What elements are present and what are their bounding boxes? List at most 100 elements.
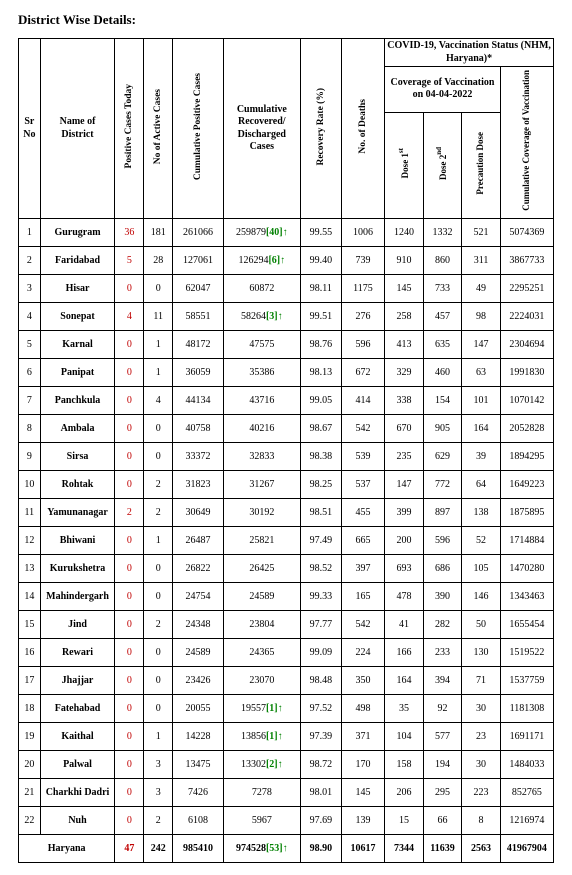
cell-today: 0 [115,359,144,387]
cell-cv: 1216974 [500,807,553,835]
cell-rate: 98.76 [300,331,341,359]
cell-rate: 98.52 [300,555,341,583]
cell-rec: 58264[3]↑ [223,303,300,331]
cell-today: 0 [115,275,144,303]
cell-d3: 39 [462,443,501,471]
cell-name: Sonepat [40,303,115,331]
cell-deaths: 276 [341,303,384,331]
cell-active: 0 [144,275,173,303]
cell-rec: 13856[1]↑ [223,723,300,751]
cell-name: Fatehabad [40,695,115,723]
cell-name: Mahindergarh [40,583,115,611]
cell-deaths: 414 [341,387,384,415]
cell-name: Rohtak [40,471,115,499]
cell-today: 0 [115,667,144,695]
cell-deaths: 539 [341,443,384,471]
cell-d1: 158 [385,751,424,779]
table-row: 16Rewari00245892436599.09224166233130151… [19,639,554,667]
cell-sr: 6 [19,359,41,387]
cell-d2: 772 [423,471,462,499]
cell-d1: 329 [385,359,424,387]
cell-rate: 98.25 [300,471,341,499]
cell-d1: 15 [385,807,424,835]
cell-d2: 390 [423,583,462,611]
header-deaths: No. of Deaths [341,39,384,219]
cell-d3: 64 [462,471,501,499]
cell-name: Bhiwani [40,527,115,555]
cell-d1: 399 [385,499,424,527]
cell-cum: 13475 [173,751,224,779]
cell-sr: 9 [19,443,41,471]
cell-d2: 1332 [423,219,462,247]
cell-d3: 101 [462,387,501,415]
cell-d3: 50 [462,611,501,639]
cell-rec: 23070 [223,667,300,695]
cell-cum: 24754 [173,583,224,611]
cell-deaths: 537 [341,471,384,499]
table-row: 11Yamunanagar22306493019298.514553998971… [19,499,554,527]
cell-cum: 44134 [173,387,224,415]
cell-today: 0 [115,331,144,359]
cell-active: 1 [144,331,173,359]
cell-deaths: 498 [341,695,384,723]
cell-rec: 47575 [223,331,300,359]
cell-d1: 145 [385,275,424,303]
cell-cv: 2295251 [500,275,553,303]
cell-sr: 14 [19,583,41,611]
cell-today: 0 [115,583,144,611]
cell-active: 0 [144,443,173,471]
header-recovered: Cumulative Recovered/ Discharged Cases [223,39,300,219]
table-row: 6Panipat01360593538698.13672329460631991… [19,359,554,387]
cell-d2: 194 [423,751,462,779]
cell-name: Nuh [40,807,115,835]
cell-deaths: 455 [341,499,384,527]
district-table: Sr No Name of District Positive Cases To… [18,38,554,863]
cell-rec: 5967 [223,807,300,835]
cell-rec: 126294[6]↑ [223,247,300,275]
cell-cum: 24348 [173,611,224,639]
cell-active: 1 [144,527,173,555]
cell-active: 0 [144,583,173,611]
cell-name: Sirsa [40,443,115,471]
cell-cv: 3867733 [500,247,553,275]
cell-today: 5 [115,247,144,275]
table-row: 5Karnal01481724757598.765964136351472304… [19,331,554,359]
header-active: No of Active Cases [144,39,173,219]
header-dose1: Dose 1st [385,112,424,218]
cell-d1: 166 [385,639,424,667]
cell-today: 0 [115,387,144,415]
table-row: 3Hisar00620476087298.1111751457334922952… [19,275,554,303]
cell-cv: 1875895 [500,499,553,527]
cell-d2: 92 [423,695,462,723]
cell-d3: 147 [462,331,501,359]
cell-sr: 7 [19,387,41,415]
cell-sr: 10 [19,471,41,499]
cell-sr: 2 [19,247,41,275]
cell-cv: 852765 [500,779,553,807]
cell-d1: 35 [385,695,424,723]
cell-rate: 99.33 [300,583,341,611]
cell-d2: 282 [423,611,462,639]
cell-name: Rewari [40,639,115,667]
cell-cum: 33372 [173,443,224,471]
cell-active: 3 [144,751,173,779]
cell-cum: 261066 [173,219,224,247]
cell-cum: 7426 [173,779,224,807]
cell-active: 1 [144,359,173,387]
cell-sr: 20 [19,751,41,779]
cell-d2: 905 [423,415,462,443]
cell-deaths: 672 [341,359,384,387]
cell-d1: 164 [385,667,424,695]
cell-d1: 206 [385,779,424,807]
cell-sr: 13 [19,555,41,583]
cell-deaths: 1006 [341,219,384,247]
cell-rec: 31267 [223,471,300,499]
cell-name: Jind [40,611,115,639]
cell-active: 28 [144,247,173,275]
cell-d2: 66 [423,807,462,835]
cell-d1: 200 [385,527,424,555]
cell-today: 0 [115,639,144,667]
cell-d3: 311 [462,247,501,275]
cell-active: 0 [144,639,173,667]
cell-today: 0 [115,751,144,779]
